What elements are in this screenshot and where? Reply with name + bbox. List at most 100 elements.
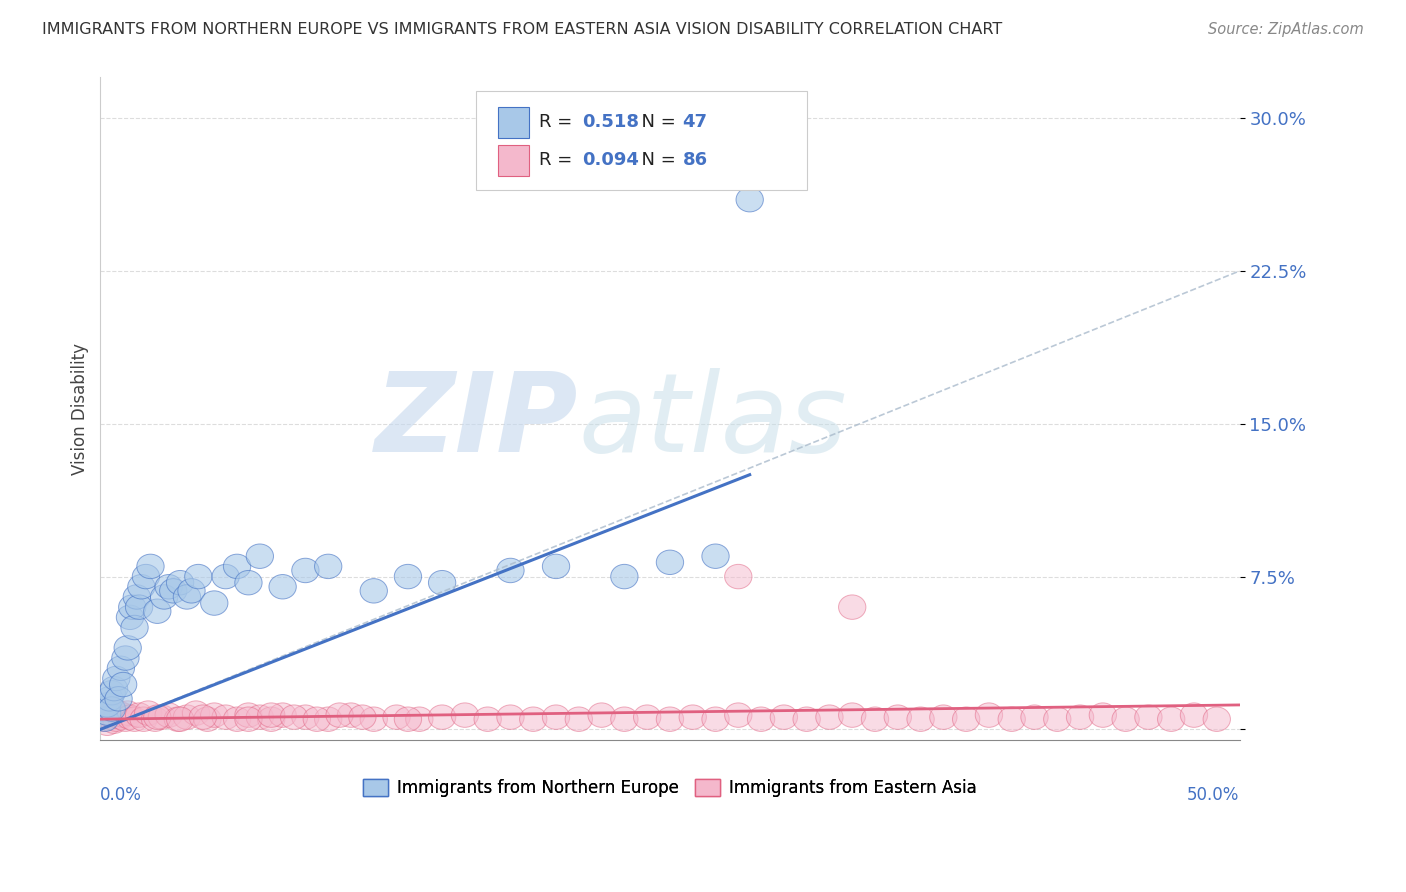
Ellipse shape: [105, 687, 132, 711]
Ellipse shape: [96, 705, 124, 730]
Ellipse shape: [679, 705, 706, 730]
Ellipse shape: [121, 615, 148, 640]
Ellipse shape: [121, 707, 148, 731]
Ellipse shape: [1090, 703, 1116, 727]
Text: 47: 47: [682, 113, 707, 131]
Ellipse shape: [201, 591, 228, 615]
Ellipse shape: [291, 558, 319, 582]
Ellipse shape: [224, 554, 250, 579]
Ellipse shape: [1021, 705, 1047, 730]
Ellipse shape: [114, 701, 142, 725]
Ellipse shape: [212, 705, 239, 730]
Ellipse shape: [838, 595, 866, 619]
Ellipse shape: [1157, 707, 1185, 731]
Ellipse shape: [166, 571, 194, 595]
Ellipse shape: [1204, 707, 1230, 731]
Ellipse shape: [360, 707, 388, 731]
Ellipse shape: [724, 703, 752, 727]
Ellipse shape: [929, 705, 957, 730]
Ellipse shape: [107, 705, 135, 730]
Ellipse shape: [315, 707, 342, 731]
Ellipse shape: [98, 697, 125, 722]
Ellipse shape: [382, 705, 411, 730]
Ellipse shape: [166, 707, 194, 731]
Text: R =: R =: [538, 152, 578, 169]
Ellipse shape: [103, 666, 129, 690]
Ellipse shape: [1066, 705, 1094, 730]
Ellipse shape: [183, 701, 209, 725]
Ellipse shape: [291, 705, 319, 730]
Ellipse shape: [155, 703, 183, 727]
Ellipse shape: [150, 585, 177, 609]
Ellipse shape: [1135, 705, 1163, 730]
Ellipse shape: [110, 673, 136, 697]
Ellipse shape: [269, 703, 297, 727]
Ellipse shape: [110, 703, 136, 727]
Ellipse shape: [100, 709, 128, 733]
Ellipse shape: [148, 705, 176, 730]
Ellipse shape: [89, 707, 117, 731]
Y-axis label: Vision Disability: Vision Disability: [72, 343, 89, 475]
Ellipse shape: [998, 707, 1025, 731]
Ellipse shape: [194, 707, 221, 731]
Text: 86: 86: [682, 152, 707, 169]
Ellipse shape: [246, 705, 274, 730]
Ellipse shape: [349, 705, 375, 730]
Ellipse shape: [136, 554, 165, 579]
Ellipse shape: [117, 705, 143, 730]
Ellipse shape: [702, 544, 730, 568]
Ellipse shape: [269, 574, 297, 599]
Ellipse shape: [257, 707, 285, 731]
Ellipse shape: [862, 707, 889, 731]
Ellipse shape: [143, 705, 172, 730]
Ellipse shape: [235, 707, 262, 731]
FancyBboxPatch shape: [498, 107, 529, 138]
Text: N =: N =: [630, 152, 682, 169]
Text: 0.0%: 0.0%: [100, 786, 142, 804]
Ellipse shape: [496, 558, 524, 582]
Ellipse shape: [235, 703, 262, 727]
Ellipse shape: [117, 605, 143, 630]
Ellipse shape: [907, 707, 934, 731]
Ellipse shape: [235, 571, 262, 595]
Ellipse shape: [201, 703, 228, 727]
Ellipse shape: [89, 697, 117, 722]
Ellipse shape: [94, 711, 121, 736]
FancyBboxPatch shape: [477, 91, 807, 190]
Ellipse shape: [952, 707, 980, 731]
Ellipse shape: [190, 705, 217, 730]
Ellipse shape: [520, 707, 547, 731]
Ellipse shape: [496, 705, 524, 730]
Ellipse shape: [155, 574, 183, 599]
Ellipse shape: [160, 579, 187, 603]
Text: ZIP: ZIP: [375, 368, 579, 475]
Ellipse shape: [657, 550, 683, 574]
Text: 0.094: 0.094: [582, 152, 640, 169]
Ellipse shape: [1180, 703, 1208, 727]
Ellipse shape: [702, 707, 730, 731]
Ellipse shape: [610, 707, 638, 731]
Ellipse shape: [815, 705, 844, 730]
Ellipse shape: [125, 595, 153, 619]
Text: Source: ZipAtlas.com: Source: ZipAtlas.com: [1208, 22, 1364, 37]
Ellipse shape: [326, 703, 353, 727]
Ellipse shape: [118, 595, 146, 619]
Ellipse shape: [1043, 707, 1071, 731]
Ellipse shape: [884, 705, 911, 730]
Ellipse shape: [588, 703, 616, 727]
Ellipse shape: [129, 707, 157, 731]
Ellipse shape: [212, 565, 239, 589]
Ellipse shape: [315, 554, 342, 579]
Ellipse shape: [394, 707, 422, 731]
Ellipse shape: [451, 703, 478, 727]
Ellipse shape: [173, 585, 201, 609]
Ellipse shape: [976, 703, 1002, 727]
Ellipse shape: [610, 565, 638, 589]
Text: 50.0%: 50.0%: [1187, 786, 1240, 804]
Ellipse shape: [1112, 707, 1139, 731]
Ellipse shape: [143, 599, 172, 624]
Ellipse shape: [142, 707, 169, 731]
Ellipse shape: [111, 707, 139, 731]
Text: 0.518: 0.518: [582, 113, 640, 131]
Text: atlas: atlas: [579, 368, 848, 475]
